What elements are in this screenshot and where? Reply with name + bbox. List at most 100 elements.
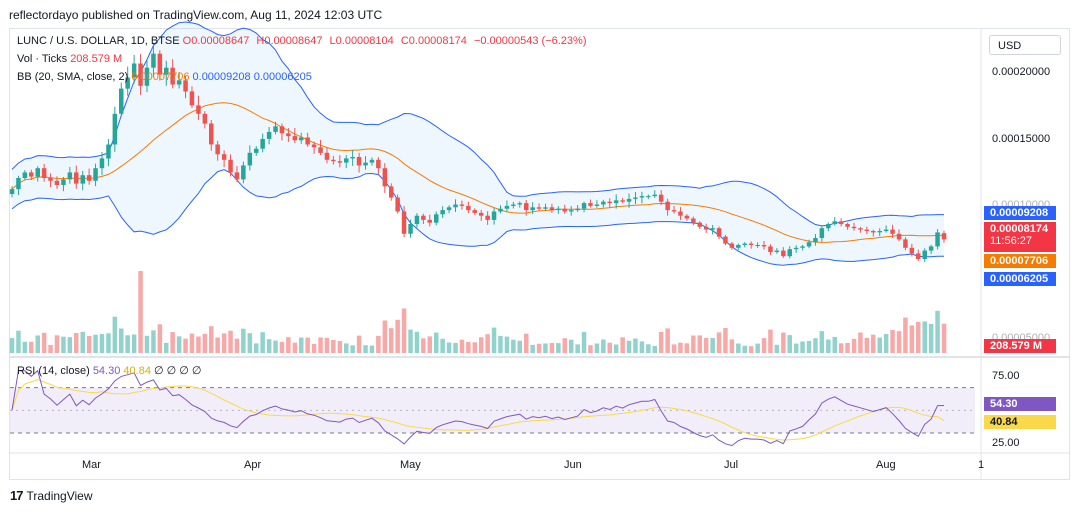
volume-bar [517,340,522,353]
candle-body [941,233,947,240]
rsi-label[interactable]: RSI (14, close) [17,365,90,377]
volume-bar [781,332,786,353]
volume-bar [691,335,696,353]
volume-bar [453,342,458,353]
candle-body [254,148,259,153]
volume-bar [189,333,195,353]
candle-body [813,238,818,243]
rsi-layer [10,369,975,447]
volume-bar [99,334,105,353]
candle-body [498,208,503,212]
candle-body [678,211,683,216]
rsi-tick-label: 75.00 [992,370,1020,382]
volume-bar [569,339,574,353]
candle-body [434,214,439,223]
volume-bar [286,337,291,353]
volume-bar [536,343,542,353]
candle-body [806,242,812,247]
candle-body [472,210,477,213]
candle-body [903,239,908,248]
candle-body [279,126,285,134]
volume-bar [350,345,355,353]
volume-bar [755,343,760,353]
candle-body [581,203,587,209]
bb-lower-tag: 0.00006205 [984,272,1056,286]
volume-bar [793,343,799,353]
currency-button[interactable]: USD [989,35,1061,55]
volume-bar [819,331,825,353]
volume-bar [299,337,304,353]
volume-bar [164,342,169,353]
candle-body [536,207,542,209]
footer-brand[interactable]: 17 TradingView [10,488,93,503]
candle-body [446,207,452,211]
volume-bar [871,334,876,353]
volume-bar [883,334,889,353]
bb-label[interactable]: BB (20, SMA, close, 2) [17,71,129,83]
rsi-line [11,369,945,447]
candle-body [652,194,657,197]
volume-bar [787,335,792,353]
volume-bar [748,346,754,353]
candle-body [176,80,182,85]
symbol-label[interactable]: LUNC / U.S. DOLLAR, 1D, BTSE [17,35,180,47]
volume-bar [909,325,915,353]
candle-body [131,63,137,78]
volume-bar [414,331,420,353]
volume-bar [440,338,445,353]
candle-body [99,158,105,169]
volume-bar [215,337,220,353]
open-value: O0.00008647 [182,35,250,47]
volume-bar [446,342,452,353]
candle-body [286,133,291,137]
volume-bar [665,328,670,353]
tradingview-logo-icon: 17 [10,488,24,503]
candle-body [665,201,670,211]
candle-body [228,159,233,173]
price-tick-label: 0.00020000 [992,66,1051,78]
volume-layer [9,271,947,353]
candle-body [691,218,696,223]
volume-bar [369,345,375,353]
volume-bar [356,335,362,353]
volume-bar [266,339,272,353]
time-tick-label: Apr [244,459,262,471]
candle-body [800,246,805,248]
volume-bar [511,339,516,353]
volume-bar [292,342,298,353]
price-tick-label: 0.00015000 [992,133,1051,145]
volume-bar [260,332,265,353]
volume-bar [858,332,863,353]
bb-upper-value: 0.00009208 [192,71,251,83]
volume-bar [408,329,413,353]
volume-bar [543,343,548,353]
candle-body [781,250,786,257]
volume-bar [221,333,227,353]
candle-body [382,168,388,187]
candle-body [485,215,490,220]
volume-bar [241,328,246,353]
candle-body [479,212,484,216]
candle-body [562,208,567,212]
volume-label[interactable]: Vol · Ticks [17,53,68,65]
volume-bar [324,337,330,353]
volume-bar [29,341,34,353]
candle-body [922,250,927,259]
volume-bar [112,316,118,353]
candle-body [318,147,323,153]
candle-body [466,205,471,211]
volume-bar [530,344,535,353]
volume-bar [395,319,400,353]
bb-legend: BB (20, SMA, close, 2) 0.00007706 0.0000… [17,71,312,83]
candle-body [684,215,690,219]
volume-bar [131,334,137,353]
volume-bar [832,336,837,353]
volume-bar [768,329,773,353]
volume-bar [549,343,555,353]
candle-body [491,211,497,220]
candle-body [748,243,754,245]
candle-body [928,246,934,251]
volume-bar [427,336,432,353]
candle-body [389,186,394,198]
